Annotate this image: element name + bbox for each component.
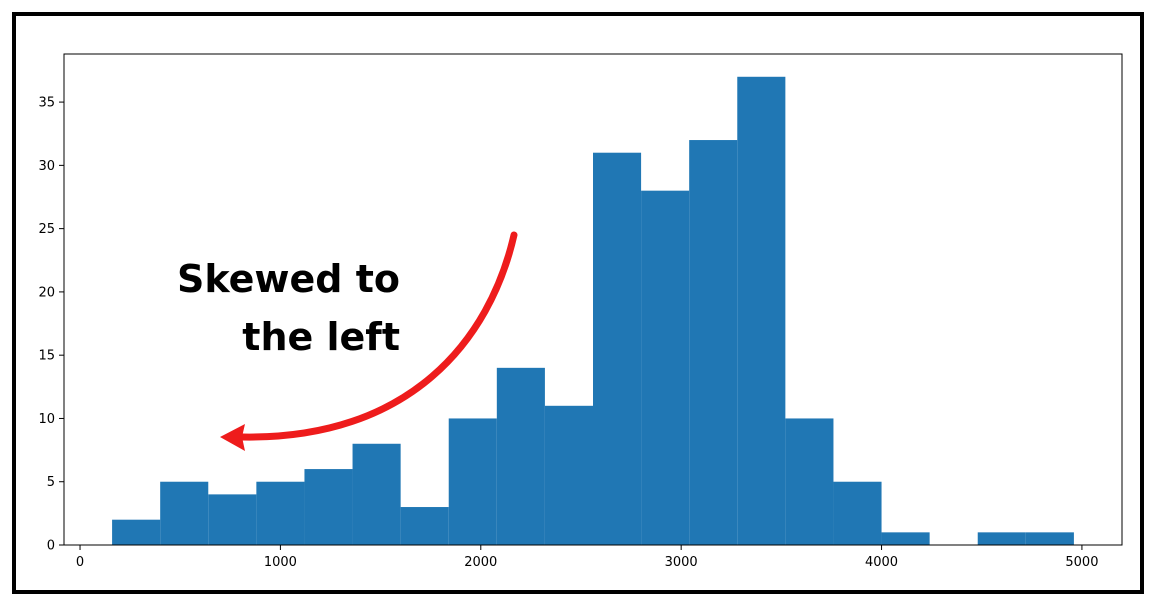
histogram-bar <box>304 469 353 545</box>
histogram-bars <box>112 76 1074 546</box>
outer-frame <box>12 12 1144 594</box>
histogram-bar <box>112 519 161 545</box>
annotation-line-1: Skewed to <box>177 257 400 301</box>
y-tick-label: 10 <box>38 412 55 427</box>
y-tick-label: 15 <box>38 349 55 364</box>
x-tick-label: 5000 <box>1065 555 1098 570</box>
x-axis-ticks: 0 1000 2000 3000 4000 5000 <box>76 545 1098 570</box>
y-tick-label: 25 <box>38 222 55 237</box>
histogram-bar <box>1025 532 1074 545</box>
skew-annotation: Skewed to the left <box>177 231 518 451</box>
histogram-bar <box>641 190 690 545</box>
histogram-bar <box>833 481 882 545</box>
arrow-head-icon <box>220 424 245 451</box>
histogram-bar <box>496 367 545 545</box>
y-tick-label: 20 <box>38 285 55 300</box>
histogram-bar <box>448 418 497 545</box>
y-tick-label: 5 <box>47 475 55 490</box>
histogram-bar <box>881 532 930 545</box>
curved-arrow-icon <box>238 231 518 441</box>
histogram-bar <box>737 76 786 545</box>
histogram-bar <box>208 494 257 545</box>
histogram-bar <box>544 405 593 545</box>
plot-area-border <box>63 53 1123 546</box>
histogram-bar <box>593 152 642 546</box>
histogram-bar <box>689 140 738 545</box>
y-tick-label: 35 <box>38 96 55 111</box>
y-tick-label: 0 <box>47 539 55 554</box>
histogram-bar <box>785 418 834 545</box>
histogram-bar <box>256 481 305 545</box>
x-tick-label: 3000 <box>665 555 698 570</box>
annotation-line-2: the left <box>242 315 400 359</box>
y-axis-ticks: 0 5 10 15 20 25 30 35 <box>38 96 64 554</box>
histogram-bar <box>977 532 1026 545</box>
x-tick-label: 4000 <box>865 555 898 570</box>
x-tick-label: 2000 <box>464 555 497 570</box>
histogram-bar <box>400 507 449 545</box>
histogram-bar <box>160 481 209 545</box>
histogram-bar <box>352 443 401 545</box>
x-tick-label: 1000 <box>264 555 297 570</box>
x-tick-label: 0 <box>76 555 84 570</box>
y-tick-label: 30 <box>38 159 55 174</box>
